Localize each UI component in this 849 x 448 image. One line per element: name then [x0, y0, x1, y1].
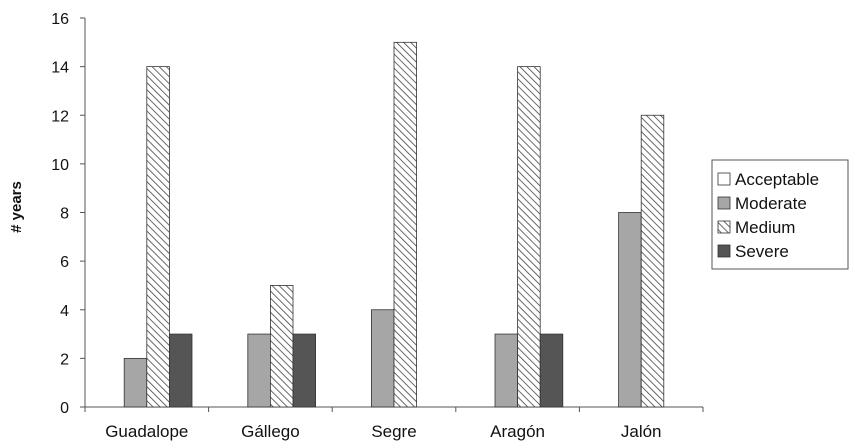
legend-label: Severe [735, 242, 789, 261]
bar-medium [517, 66, 541, 408]
bar-moderate [123, 357, 148, 408]
legend-swatch [717, 172, 731, 186]
legend-label: Medium [735, 218, 795, 237]
y-tick-label: 14 [51, 60, 69, 77]
legend-swatch [717, 220, 731, 234]
x-tick-label: Guadalope [105, 422, 188, 441]
bar-medium [269, 285, 294, 408]
y-tick-label: 12 [51, 108, 69, 125]
y-tick-label: 10 [51, 157, 69, 174]
y-tick-label: 16 [51, 11, 69, 28]
bar-moderate [370, 309, 395, 408]
x-tick-label: Gállego [241, 422, 300, 441]
x-tick-label: Aragón [490, 422, 545, 441]
y-tick-label: 4 [60, 303, 69, 320]
y-axis-label: # years [8, 181, 25, 233]
y-tick-label: 2 [60, 351, 69, 368]
bars-group [123, 41, 665, 408]
bar-moderate [618, 212, 642, 408]
x-tick-label: Jalón [621, 422, 662, 441]
axes-group: 0 2 4 6 8 10 12 14 16 Guadalope Gállego Segre Aragón… [51, 11, 704, 441]
y-tick-label: 6 [60, 254, 69, 271]
x-tick-label: Segre [371, 422, 416, 441]
legend: Acceptable Moderate Medium Severe [711, 159, 849, 270]
y-tick-label: 8 [60, 206, 69, 223]
bar-severe [168, 333, 193, 408]
legend-label: Moderate [735, 194, 807, 213]
bar-medium [146, 66, 170, 408]
bar-severe [292, 333, 317, 408]
y-tick-label: 0 [60, 400, 69, 417]
bar-medium [393, 41, 418, 408]
legend-swatch [717, 244, 731, 258]
bar-moderate [494, 333, 519, 408]
legend-box [711, 159, 849, 270]
bar-moderate [247, 333, 271, 408]
legend-label: Acceptable [735, 170, 819, 189]
legend-swatch [717, 196, 731, 210]
bar-medium [640, 114, 665, 408]
bar-severe [539, 333, 564, 408]
